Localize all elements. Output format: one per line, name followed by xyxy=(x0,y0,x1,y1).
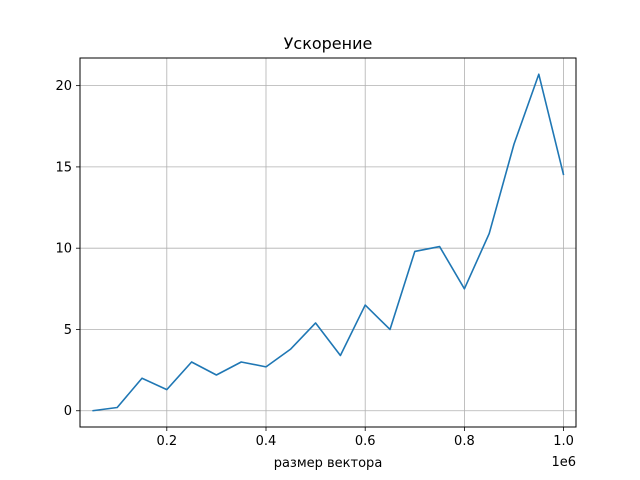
grid xyxy=(80,58,576,427)
x-tick-label: 0.8 xyxy=(454,434,475,449)
y-tick-label: 20 xyxy=(55,79,72,94)
x-tick-label: 0.2 xyxy=(156,434,177,449)
x-tick-label: 0.4 xyxy=(256,434,277,449)
y-tick-label: 15 xyxy=(55,160,72,175)
x-tick-label: 1.0 xyxy=(553,434,574,449)
y-tick-label: 0 xyxy=(64,404,72,419)
y-tick-label: 10 xyxy=(55,242,72,257)
plot-frame xyxy=(79,57,577,428)
y-tick-label: 5 xyxy=(64,323,72,338)
x-axis-offset-label: 1e6 xyxy=(551,455,576,470)
series-group xyxy=(92,73,565,412)
y-axis: 0 5 10 15 20 xyxy=(55,79,80,419)
chart-title: Ускорение xyxy=(284,34,373,53)
x-axis-label: размер вектора xyxy=(274,456,383,471)
x-axis: 0.2 0.4 0.6 0.8 1.0 xyxy=(156,427,574,449)
x-tick-label: 0.6 xyxy=(355,434,376,449)
series-line xyxy=(92,73,565,412)
